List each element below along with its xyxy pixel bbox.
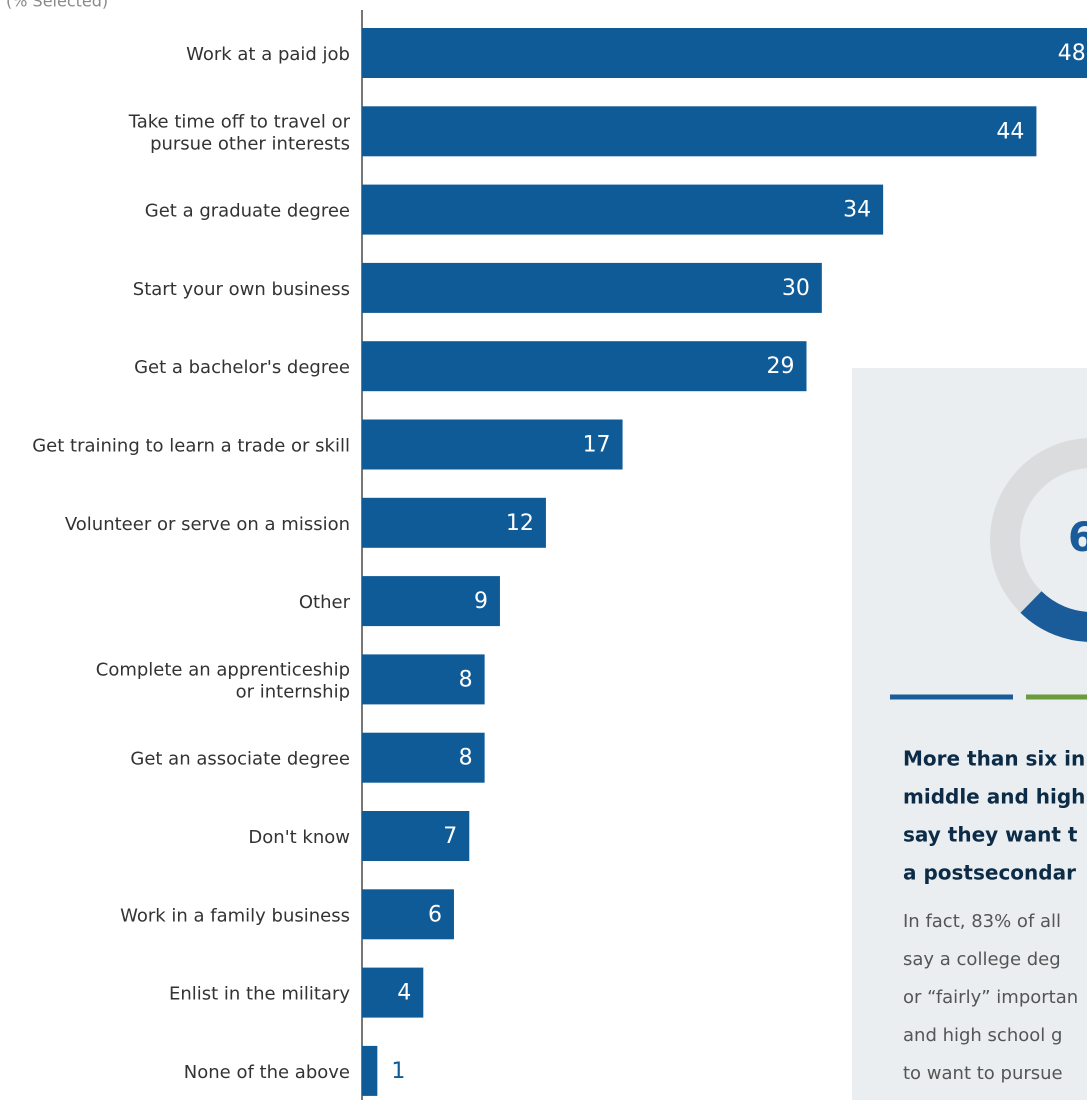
bar [362, 654, 485, 705]
category-label: Enlist in the military [169, 984, 350, 1005]
category-label: Get a graduate degree [145, 201, 350, 222]
donut-label: 6 [1068, 515, 1087, 561]
bar [362, 967, 424, 1018]
panel-body: or “fairly” importan [903, 987, 1078, 1008]
bar [362, 889, 454, 940]
panel-heading: middle and high [903, 785, 1085, 809]
category-label: Take time off to travel or pursue other i… [128, 111, 351, 154]
panel-body: to want to pursue [903, 1063, 1063, 1084]
value-label: 9 [474, 589, 488, 614]
bar [362, 184, 884, 235]
category-label: Volunteer or serve on a mission [65, 514, 350, 535]
bar [362, 1045, 378, 1096]
value-label: 6 [428, 902, 442, 927]
subtitle: (% Selected) [6, 0, 108, 11]
panel-heading: a postsecondar [903, 861, 1076, 885]
category-label: Start your own business [133, 279, 350, 300]
value-label: 30 [782, 276, 810, 301]
value-label: 8 [459, 667, 473, 692]
value-label: 48 [1058, 41, 1086, 66]
category-label: Other [299, 592, 351, 613]
bar [362, 576, 500, 627]
value-label: 34 [843, 198, 871, 223]
panel-heading: say they want t [903, 823, 1078, 847]
donut-segment [1020, 590, 1087, 642]
panel-body: In fact, 83% of all [903, 911, 1061, 932]
value-label: 29 [767, 354, 795, 379]
value-label: 44 [996, 119, 1024, 144]
value-label: 7 [443, 824, 457, 849]
donut-ring [990, 438, 1087, 642]
value-label: 1 [391, 1059, 405, 1084]
category-label: Get training to learn a trade or skill [32, 436, 350, 457]
category-label: Get a bachelor's degree [134, 357, 350, 378]
category-label: Get an associate degree [130, 749, 350, 770]
bar [362, 419, 623, 470]
value-label: 8 [459, 746, 473, 771]
panel-body: say a college deg [903, 949, 1061, 970]
category-label: Work in a family business [120, 905, 350, 926]
category-label: Work at a paid job [186, 44, 350, 65]
bar [362, 28, 1087, 78]
value-label: 4 [397, 981, 411, 1006]
category-label: Don't know [248, 827, 350, 848]
bar [362, 497, 546, 548]
value-label: 17 [583, 433, 611, 458]
panel-body: and high school g [903, 1025, 1062, 1046]
bar [362, 106, 1037, 157]
bar [362, 732, 485, 783]
bar [362, 341, 807, 392]
bar [362, 262, 822, 313]
bar [362, 811, 470, 861]
category-label: Complete an apprenticeship or internship [96, 659, 350, 702]
category-label: None of the above [184, 1062, 350, 1083]
panel [852, 368, 1087, 1100]
panel-heading: More than six in [903, 747, 1085, 771]
value-label: 12 [506, 511, 534, 536]
